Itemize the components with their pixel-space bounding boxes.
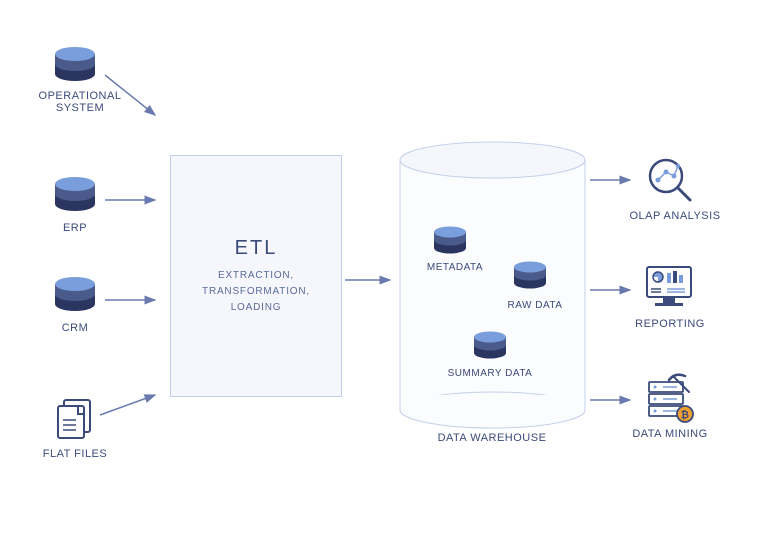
etl-sub2: TRANSFORMATION, <box>202 284 310 300</box>
data-warehouse-label: DATA WAREHOUSE <box>432 432 552 444</box>
operational-system-label: OPERATIONAL SYSTEM <box>35 90 125 114</box>
metadata-db-icon <box>434 227 466 254</box>
reporting-label: REPORTING <box>630 318 710 330</box>
etl-sub1: EXTRACTION, <box>218 268 294 284</box>
rawdata-label: RAW DATA <box>500 300 570 311</box>
erp-icon <box>55 177 95 211</box>
olap-analysis-icon <box>650 160 690 200</box>
summary-label: SUMMARY DATA <box>440 368 540 379</box>
crm-label: CRM <box>50 322 100 334</box>
flat-files-icon <box>58 400 90 438</box>
data-mining-icon: ₿ <box>649 375 693 422</box>
summary-db-icon <box>474 332 506 359</box>
data-warehouse-cylinder <box>400 142 585 428</box>
etl-sub3: LOADING <box>231 300 282 316</box>
arrow-flat-etl <box>100 395 155 415</box>
rawdata-db-icon <box>514 262 546 289</box>
operational-system-icon <box>55 47 95 81</box>
erp-label: ERP <box>50 222 100 234</box>
flat-files-label: FLAT FILES <box>35 448 115 460</box>
metadata-label: METADATA <box>420 262 490 273</box>
reporting-icon <box>647 267 691 306</box>
olap-label: OLAP ANALYSIS <box>625 210 725 222</box>
etl-box: ETL EXTRACTION, TRANSFORMATION, LOADING <box>170 155 342 397</box>
svg-text:₿: ₿ <box>681 409 689 421</box>
mining-label: DATA MINING <box>625 428 715 440</box>
crm-icon <box>55 277 95 311</box>
etl-title: ETL <box>235 237 278 260</box>
